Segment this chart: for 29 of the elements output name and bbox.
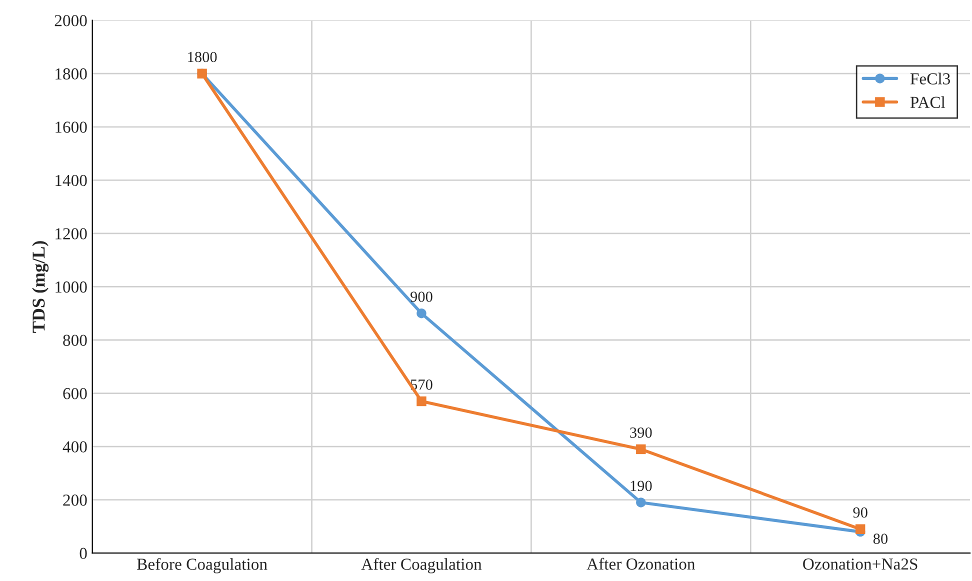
data-label: 80 (873, 534, 888, 544)
legend-label: PACl (910, 96, 946, 108)
data-label: 1800 (188, 52, 217, 62)
y-tick-label: 1800 (56, 68, 87, 80)
x-tick-label: Before Coagulation (137, 558, 268, 574)
x-tick-label: Ozonation+Na2S (803, 558, 918, 570)
y-tick-label: 600 (63, 388, 87, 400)
y-tick-label: 800 (63, 334, 87, 346)
y-tick-label: 1400 (56, 174, 87, 186)
data-label: 90 (853, 507, 868, 518)
data-label: 390 (630, 427, 652, 438)
point (855, 524, 866, 534)
point (416, 308, 426, 318)
legend-label: FeCl3 (910, 72, 950, 84)
y-axis-title: TDS (mg/L) (32, 241, 49, 333)
point (636, 444, 646, 454)
y-tick-label: 0 (80, 548, 87, 560)
y-tick-label: 1200 (56, 228, 87, 240)
data-label: 190 (630, 480, 652, 492)
data-label: 900 (410, 292, 432, 302)
y-tick-label: 400 (62, 441, 87, 453)
x-tick-label: After Coagulation (361, 558, 482, 574)
y-tick-label: 200 (63, 494, 87, 506)
x-tick-label: After Ozonation (586, 558, 696, 570)
point (636, 498, 646, 508)
y-tick-label: 1000 (56, 281, 87, 293)
point (416, 396, 426, 406)
y-tick-label: 2000 (54, 15, 87, 26)
y-tick-label: 1600 (56, 122, 87, 133)
